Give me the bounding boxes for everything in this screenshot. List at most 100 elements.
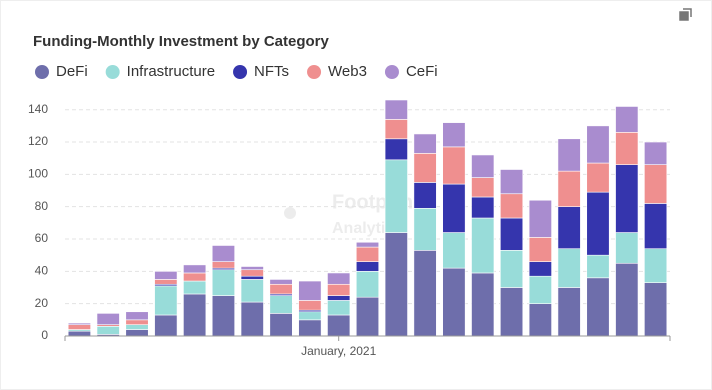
bar-segment — [67, 322, 91, 325]
chart-title: Funding-Monthly Investment by Category — [33, 33, 329, 50]
bar-segment — [269, 279, 293, 285]
bar-segment — [96, 326, 120, 335]
bar-segment — [211, 261, 235, 269]
bar-segment — [557, 287, 581, 337]
bar-segment — [644, 248, 668, 283]
y-tick-label: 20 — [35, 296, 49, 310]
bar-segment — [125, 319, 149, 325]
bar-segment — [528, 275, 552, 304]
bar-segment — [183, 280, 207, 295]
bar-segment — [471, 217, 495, 274]
bar-segment — [327, 300, 351, 316]
bar-segment — [471, 272, 495, 337]
bar-segment — [154, 285, 178, 316]
bar-segment — [211, 269, 235, 296]
bar-segment — [269, 283, 293, 295]
bar-segment — [615, 132, 639, 165]
bar-segment — [557, 170, 581, 207]
bar-segment — [644, 282, 668, 337]
y-tick-label: 0 — [41, 328, 48, 342]
bar-segment — [442, 267, 466, 337]
bar-segment — [528, 303, 552, 337]
bar-segment — [125, 311, 149, 321]
bar-segment — [183, 293, 207, 337]
bar-segment — [644, 164, 668, 204]
legend-marker — [384, 65, 399, 79]
bar-segment — [96, 313, 120, 325]
bar-segment — [298, 300, 322, 311]
bar-segment — [471, 196, 495, 219]
bar-segment — [586, 277, 610, 337]
y-tick-label: 80 — [35, 199, 49, 213]
legend-label: DeFi — [56, 63, 88, 80]
bar-segment — [615, 232, 639, 264]
bar-segment — [413, 250, 437, 337]
legend-label: NFTs — [254, 63, 289, 80]
bar-segment — [413, 153, 437, 183]
bar-segment — [384, 99, 408, 120]
expand-icon[interactable] — [679, 8, 692, 21]
bar-segment — [442, 122, 466, 148]
bar-segment — [615, 106, 639, 133]
bar-segment — [413, 208, 437, 251]
legend-label: CeFi — [406, 63, 438, 80]
bar-segment — [154, 271, 178, 280]
bar-segment — [183, 272, 207, 282]
bar-segment — [528, 261, 552, 277]
bar-segment — [125, 329, 149, 337]
bar-segment — [586, 191, 610, 256]
bar-segment — [355, 296, 380, 337]
bar-segment — [269, 295, 293, 314]
y-tick-label: 40 — [35, 264, 49, 278]
bar-segment — [355, 261, 380, 272]
bar-segment — [298, 280, 322, 301]
bar-segment — [154, 314, 178, 337]
bar-segment — [240, 279, 264, 303]
bar-segment — [384, 119, 408, 140]
bar-segment — [615, 262, 639, 337]
y-tick-label: 140 — [28, 102, 48, 116]
bar-segment — [384, 138, 408, 161]
bar-segment — [500, 193, 524, 219]
y-tick-label: 60 — [35, 231, 49, 245]
bar-segment — [471, 177, 495, 198]
bar-segment — [586, 162, 610, 193]
legend-marker — [233, 65, 248, 79]
bar-segment — [298, 311, 322, 321]
bar-segment — [586, 125, 610, 164]
bar-segment — [183, 264, 207, 274]
bar-segment — [557, 138, 581, 172]
legend-marker — [105, 65, 120, 79]
bar-segment — [442, 183, 466, 233]
bar-segment — [211, 245, 235, 262]
x-tick-label: January, 2021 — [301, 344, 376, 358]
bar-segment — [500, 217, 524, 251]
bar-segment — [500, 287, 524, 337]
bar-segment — [327, 314, 351, 337]
legend-label: Web3 — [328, 63, 367, 80]
bar-segment — [500, 169, 524, 195]
legend-marker — [35, 65, 49, 79]
bar-segment — [644, 203, 668, 250]
bar-segment — [615, 164, 639, 233]
bar-segment — [240, 301, 264, 337]
bar-segment — [442, 232, 466, 269]
bar-segment — [240, 275, 264, 280]
bar-segment — [125, 324, 149, 330]
bar-segment — [500, 250, 524, 288]
legend-label: Infrastructure — [127, 63, 215, 80]
bar-segment — [327, 283, 351, 296]
bar-segment — [471, 154, 495, 178]
legend-marker — [307, 65, 322, 79]
bar-segment — [67, 324, 91, 330]
bar-segment — [269, 313, 293, 337]
bar-segment — [384, 232, 408, 337]
bar-segment — [384, 159, 408, 233]
bar-segment — [154, 279, 178, 285]
bar-segment — [240, 266, 264, 271]
bar-segment — [528, 237, 552, 262]
bar-segment — [211, 295, 235, 337]
bar-segment — [442, 146, 466, 185]
bar-segment — [413, 182, 437, 209]
